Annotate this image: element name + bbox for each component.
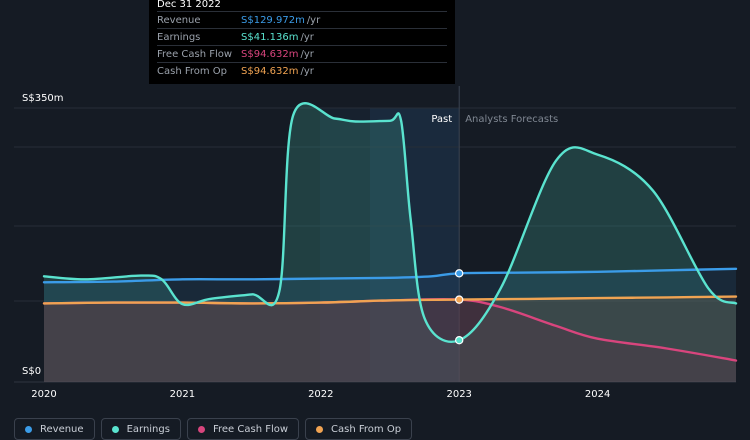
- past-label: Past: [431, 114, 452, 125]
- revenue-line: [42, 267, 738, 284]
- free-cash-flow-dot-icon: [197, 425, 205, 433]
- legend-label: Free Cash Flow: [212, 423, 289, 435]
- legend: Revenue Earnings Free Cash Flow Cash Fro…: [14, 418, 413, 440]
- earnings-dot-icon: [111, 425, 119, 433]
- x-tick-label: 2020: [31, 389, 56, 400]
- tooltip-value: S$94.632m: [241, 48, 299, 60]
- tooltip-date: Dec 31 2022: [157, 0, 221, 10]
- y-tick-label: S$350m: [22, 93, 64, 104]
- x-tick-label: 2022: [308, 389, 333, 400]
- legend-label: Earnings: [126, 423, 170, 435]
- tooltip-unit: /yr: [300, 31, 314, 43]
- past-region: [370, 108, 460, 382]
- tooltip-label: Earnings: [157, 31, 201, 43]
- tooltip-unit: /yr: [300, 65, 314, 77]
- cash-from-op-area: [44, 296, 736, 382]
- revenue-marker: [455, 269, 464, 278]
- legend-label: Cash From Op: [331, 423, 402, 435]
- tooltip-value: S$129.972m: [241, 14, 305, 26]
- tooltip-unit: /yr: [306, 14, 321, 26]
- earnings-marker: [455, 335, 464, 345]
- legend-label: Revenue: [40, 423, 84, 435]
- cash-from-op-dot-icon: [316, 425, 324, 433]
- tooltip-label: Cash From Op: [157, 65, 228, 77]
- y-tick-label: S$0: [22, 366, 41, 377]
- legend-item-cash-from-op[interactable]: Cash From Op: [305, 418, 413, 440]
- forecast-label: Analysts Forecasts: [465, 114, 558, 125]
- tooltip: Dec 31 2022 Revenue S$129.972m /yr Earni…: [149, 0, 455, 84]
- cash-from-op-line: [42, 295, 738, 305]
- revenue-dot-icon: [25, 425, 32, 433]
- earnings-area: [44, 103, 736, 383]
- x-tick-label: 2024: [585, 389, 610, 400]
- legend-item-earnings[interactable]: Earnings: [100, 418, 181, 440]
- tooltip-label: Revenue: [157, 14, 201, 26]
- earnings-line: [42, 102, 738, 343]
- tooltip-label: Free Cash Flow: [157, 48, 233, 60]
- x-tick-label: 2021: [170, 389, 195, 400]
- legend-item-free-cash-flow[interactable]: Free Cash Flow: [186, 418, 300, 440]
- tooltip-row-free-cash-flow: Free Cash Flow S$94.632m /yr: [157, 45, 447, 62]
- tooltip-value: S$41.136m: [241, 31, 299, 43]
- free-cash-flow-area: [44, 299, 736, 382]
- tooltip-row-earnings: Earnings S$41.136m /yr: [157, 28, 447, 45]
- x-tick-label: 2023: [446, 389, 471, 400]
- legend-item-revenue[interactable]: Revenue: [14, 418, 95, 440]
- tooltip-value: S$94.632m: [241, 65, 299, 77]
- tooltip-row-cash-from-op: Cash From Op S$94.632m /yr: [157, 62, 447, 79]
- chart-canvas: Past Analysts Forecasts S$350m S$0 2020 2021 2…: [14, 86, 738, 400]
- cash-from-op-marker: [455, 295, 464, 304]
- tooltip-row-revenue: Revenue S$129.972m /yr: [157, 11, 447, 28]
- tooltip-unit: /yr: [300, 48, 314, 60]
